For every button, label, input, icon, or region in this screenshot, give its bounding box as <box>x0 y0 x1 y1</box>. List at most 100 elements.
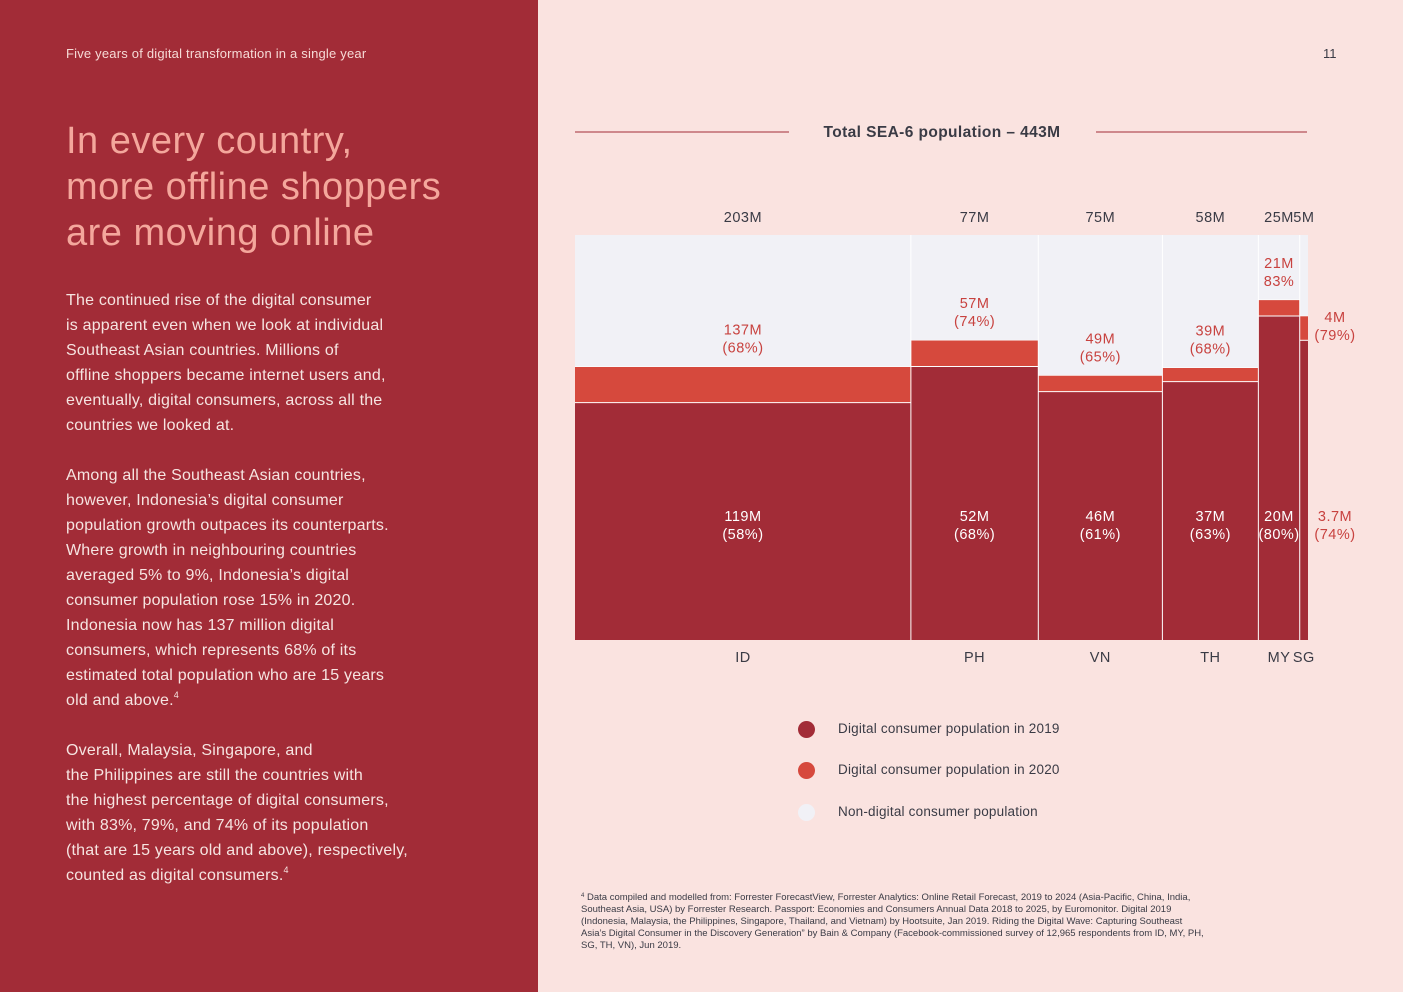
value-label-2019-th: 37M <box>1196 509 1226 525</box>
value-label-2020-id: 137M <box>724 323 762 339</box>
body-line: (that are 15 years old and above), respe… <box>66 842 408 859</box>
bar-2019-ph <box>910 366 1039 640</box>
value-label-2019-id: 119M <box>724 509 761 525</box>
body-text: old and above. <box>66 692 174 709</box>
body-line: with 83%, 79%, and 74% of its population <box>66 817 369 834</box>
body-line: population growth outpaces its counterpa… <box>66 517 389 534</box>
total-label-th: 58M <box>1196 210 1226 226</box>
body-paragraph-1: The continued rise of the digital consum… <box>66 288 486 438</box>
value-label-2020-vn: 49M <box>1085 331 1115 347</box>
footnote-text: Data compiled and modelled from: Forrest… <box>584 892 1191 903</box>
footnote: 4 Data compiled and modelled from: Forre… <box>581 892 1311 952</box>
legend-label: Digital consumer population in 2019 <box>838 721 1060 736</box>
value-label-2020-sg: 4M <box>1324 310 1345 326</box>
pct-label-2020-sg: (79%) <box>1314 328 1355 344</box>
pct-label-2020-th: (68%) <box>1190 342 1231 358</box>
category-label-my: MY <box>1268 650 1291 666</box>
total-label-ph: 77M <box>960 210 990 226</box>
bar-2020-ph <box>910 340 1039 367</box>
pct-label-2019-vn: (61%) <box>1080 527 1121 543</box>
total-label-my: 25M <box>1264 210 1294 226</box>
body-line: the Philippines are still the countries … <box>66 767 363 784</box>
body-line: however, Indonesia’s digital consumer <box>66 492 344 509</box>
pct-label-2019-id: (58%) <box>722 527 763 543</box>
body-paragraph-2: Among all the Southeast Asian countries,… <box>66 463 486 713</box>
body-text: counted as digital consumers. <box>66 867 284 884</box>
bar-2020-vn <box>1038 375 1163 392</box>
footnote-line: SG, TH, VN), Jun 2019. <box>581 940 682 951</box>
body-line: averaged 5% to 9%, Indonesia’s digital <box>66 567 350 584</box>
legend-label: Digital consumer population in 2020 <box>838 762 1060 777</box>
headline-line: In every country, <box>66 120 353 162</box>
population-chart: Total SEA-6 population – 443M 203M ID 119M (… <box>575 124 1355 666</box>
body-line: The continued rise of the digital consum… <box>66 292 372 309</box>
pct-label-2020-ph: (74%) <box>954 314 995 330</box>
pct-label-2019-my: (80%) <box>1258 527 1299 543</box>
body-paragraph-3: Overall, Malaysia, Singapore, and the Ph… <box>66 738 486 888</box>
page-headline: In every country, more offline shoppers … <box>66 118 526 256</box>
bar-2019-my <box>1258 316 1300 640</box>
bar-2020-id <box>575 366 911 403</box>
body-line: Where growth in neighbouring countries <box>66 542 357 559</box>
pct-label-2020-id: (68%) <box>722 341 763 357</box>
body-line: eventually, digital consumers, across al… <box>66 392 383 409</box>
footnote-ref: 4 <box>283 865 289 875</box>
pct-label-2019-ph: (68%) <box>954 527 995 543</box>
chart-title: Total SEA-6 population – 443M <box>824 124 1061 141</box>
value-label-2019-ph: 52M <box>960 509 990 525</box>
legend-swatch-2019 <box>798 721 815 738</box>
body-line: Southeast Asian countries. Millions of <box>66 342 339 359</box>
section-label: Five years of digital transformation in … <box>66 46 367 61</box>
legend-label: Non-digital consumer population <box>838 804 1038 819</box>
body-line: counted as digital consumers.4 <box>66 863 486 888</box>
value-label-2020-ph: 57M <box>960 296 990 312</box>
value-label-2019-vn: 46M <box>1085 509 1115 525</box>
legend-swatch-2020 <box>798 762 815 779</box>
left-panel: Five years of digital transformation in … <box>0 0 538 992</box>
body-line: estimated total population who are 15 ye… <box>66 667 385 684</box>
body-line: Indonesia now has 137 million digital <box>66 617 335 634</box>
footnote-marker: 4 <box>581 893 585 899</box>
bar-2020-my <box>1258 299 1300 316</box>
bar-2020-sg <box>1299 316 1308 341</box>
body-line: the highest percentage of digital consum… <box>66 792 389 809</box>
body-line: Among all the Southeast Asian countries, <box>66 467 366 484</box>
headline-line: more offline shoppers <box>66 166 442 208</box>
legend-swatch-non-digital <box>798 804 815 821</box>
bar-2019-th <box>1162 381 1259 640</box>
bar-2020-th <box>1162 367 1259 382</box>
pct-label-2019-th: (63%) <box>1190 527 1231 543</box>
value-label-2019-my: 20M <box>1264 509 1294 525</box>
bar-2019-sg <box>1299 340 1308 640</box>
body-line: old and above.4 <box>66 688 486 713</box>
footnote-ref: 4 <box>173 690 179 700</box>
footnote-line: 4 Data compiled and modelled from: Forre… <box>581 892 1311 904</box>
footnote-line: Southeast Asia, USA) by Forrester Resear… <box>581 904 1172 915</box>
footnote-line: (Indonesia, Malaysia, the Philippines, S… <box>581 916 1183 927</box>
category-label-th: TH <box>1200 650 1220 666</box>
category-label-sg: SG <box>1293 650 1315 666</box>
body-line: is apparent even when we look at individ… <box>66 317 384 334</box>
footnote-line: Asia’s Digital Consumer in the Discovery… <box>581 928 1204 939</box>
bar-2019-vn <box>1038 391 1163 640</box>
total-label-id: 203M <box>724 210 762 226</box>
total-label-vn: 75M <box>1085 210 1115 226</box>
pct-label-2019-sg: (74%) <box>1314 527 1355 543</box>
body-line: consumers, which represents 68% of its <box>66 642 357 659</box>
bar-2019-id <box>575 402 911 640</box>
pct-label-2020-vn: (65%) <box>1080 349 1121 365</box>
category-label-ph: PH <box>964 650 985 666</box>
category-label-id: ID <box>735 650 751 666</box>
pct-label-2020-my: 83% <box>1264 274 1295 290</box>
body-line: Overall, Malaysia, Singapore, and <box>66 742 313 759</box>
body-line: offline shoppers became internet users a… <box>66 367 386 384</box>
category-label-vn: VN <box>1090 650 1111 666</box>
body-line: consumer population rose 15% in 2020. <box>66 592 356 609</box>
body-line: countries we looked at. <box>66 417 235 434</box>
headline-line: are moving online <box>66 212 375 254</box>
value-label-2020-th: 39M <box>1196 324 1226 340</box>
value-label-2019-sg: 3.7M <box>1318 509 1352 525</box>
total-label-sg: 5M <box>1293 210 1314 226</box>
value-label-2020-my: 21M <box>1264 256 1294 272</box>
page-number: 11 <box>1323 46 1337 61</box>
